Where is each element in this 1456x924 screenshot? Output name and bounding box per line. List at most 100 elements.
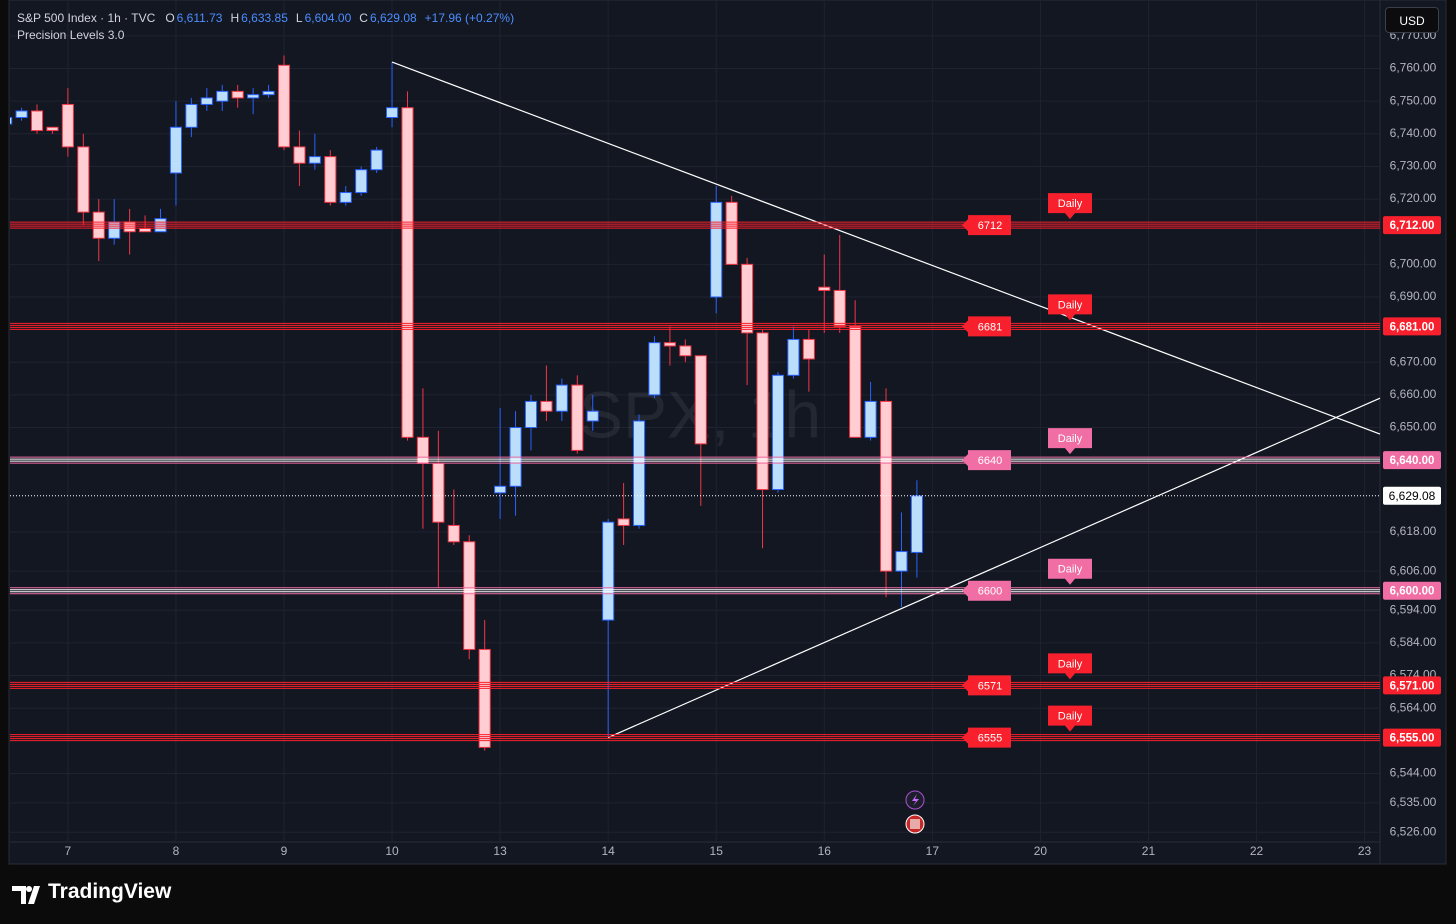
y-tick-label: 6,526.00 xyxy=(1390,824,1437,838)
x-tick-label: 10 xyxy=(385,844,399,858)
candle-up xyxy=(10,116,13,125)
candle-up xyxy=(787,338,800,376)
overlay: 6712 Daily 6681 Daily 6640 Daily 6600 Daily 6571… xyxy=(10,61,1381,748)
change: +17.96 (+0.27%) xyxy=(424,11,515,25)
currency-button[interactable]: USD xyxy=(1385,7,1439,33)
candle-down xyxy=(46,126,59,132)
level-badge xyxy=(962,727,1011,748)
level-label: 6555 xyxy=(978,732,1002,744)
axis-price-box xyxy=(1383,451,1441,470)
axis-price-label: 6,555.00 xyxy=(1390,733,1435,745)
candle-down xyxy=(463,541,476,650)
y-tick-label: 6,740.00 xyxy=(1390,126,1437,140)
candle-up xyxy=(262,90,275,96)
candle-up xyxy=(710,201,723,298)
candle-down xyxy=(432,462,445,523)
x-tick-label: 20 xyxy=(1034,844,1048,858)
level-label: 6681 xyxy=(978,321,1002,333)
candle-up xyxy=(185,103,198,128)
candle-down xyxy=(849,325,862,438)
candle-up xyxy=(154,218,167,233)
axis-price-label: 6,571.00 xyxy=(1390,680,1435,692)
candle-down xyxy=(679,345,692,357)
last-price-box xyxy=(1383,486,1441,505)
candle-up xyxy=(555,384,568,412)
candle-down xyxy=(802,338,815,360)
logo-mark xyxy=(12,886,40,904)
candle-down xyxy=(756,332,769,491)
y-tick-label: 6,594.00 xyxy=(1390,602,1437,616)
candle-up xyxy=(910,495,923,553)
indicator: Precision Levels 3.0 xyxy=(17,28,125,42)
level-label: 6600 xyxy=(978,586,1002,598)
level-tag xyxy=(1048,428,1092,455)
level-tag-label: Daily xyxy=(1058,299,1083,311)
level-badge xyxy=(962,316,1011,337)
y-tick-label: 6,584.00 xyxy=(1390,635,1437,649)
candle-down xyxy=(231,90,244,99)
level-badge xyxy=(962,450,1011,471)
candle-up xyxy=(216,90,229,102)
logo-mark xyxy=(26,886,32,892)
legend: S&P 500 Index · 1h · TVC O 6,611.73 H 6,633.… xyxy=(17,10,522,44)
brand: TradingView xyxy=(48,880,172,903)
level-label: 6571 xyxy=(978,680,1002,692)
y-tick-label: 6,750.00 xyxy=(1390,93,1437,107)
y-tick-label: 6,730.00 xyxy=(1390,159,1437,173)
candle-up xyxy=(632,420,646,526)
candle-up xyxy=(355,169,368,194)
level-tag xyxy=(1048,653,1092,680)
candle-down xyxy=(324,156,337,203)
level-tag xyxy=(1048,193,1092,220)
candle-down xyxy=(741,263,754,334)
x-tick-label: 14 xyxy=(601,844,615,858)
candle-down xyxy=(571,384,584,451)
level-tag xyxy=(1048,705,1092,732)
ohlc-key: L xyxy=(295,11,303,25)
logo xyxy=(12,886,40,904)
axis-price-label: 6,600.00 xyxy=(1390,586,1435,598)
x-tick-label: 17 xyxy=(926,844,940,858)
level-tag-label: Daily xyxy=(1058,658,1083,670)
candle-up xyxy=(15,110,28,118)
level-badge xyxy=(962,215,1011,236)
candle-down xyxy=(92,211,105,239)
level-tag-label: Daily xyxy=(1058,433,1083,445)
candle-up xyxy=(586,410,599,422)
candle-down xyxy=(293,146,306,164)
candle-up xyxy=(339,192,352,203)
candle-down xyxy=(478,648,491,748)
axis-price-box xyxy=(1383,216,1441,235)
candle-up xyxy=(648,342,661,396)
x-tick-label: 21 xyxy=(1142,844,1156,858)
y-tick-label: 6,618.00 xyxy=(1390,524,1437,538)
axis-price-box xyxy=(1383,317,1441,336)
candle-down xyxy=(77,146,90,213)
ohlc-key: H xyxy=(230,11,240,25)
y-tick-label: 6,564.00 xyxy=(1390,700,1437,714)
ohlc-value: 6,611.73 xyxy=(176,11,223,25)
indicator-icons xyxy=(905,790,925,834)
symbol-row: S&P 500 Index · 1h · TVC O 6,611.73 H 6,633.… xyxy=(17,10,522,27)
candle-up xyxy=(602,521,615,621)
x-tick-label: 22 xyxy=(1250,844,1264,858)
candle-down xyxy=(139,227,152,233)
candle-up xyxy=(771,374,785,491)
candle-down xyxy=(833,289,846,327)
candle-down xyxy=(694,355,707,445)
y-tick-label: 6,720.00 xyxy=(1390,191,1437,205)
icon xyxy=(912,794,919,806)
icon xyxy=(910,819,920,829)
y-tick-label: 6,700.00 xyxy=(1390,257,1437,271)
y-tick-label: 6,690.00 xyxy=(1390,289,1437,303)
level-label: 6712 xyxy=(978,220,1002,232)
candle-up xyxy=(308,156,321,164)
ohlc-value: 6,629.08 xyxy=(369,11,417,25)
symbol: S&P 500 Index · 1h · TVC xyxy=(17,11,156,25)
candle-up xyxy=(494,485,507,494)
candle-down xyxy=(617,518,630,526)
y-tick-label: 6,535.00 xyxy=(1390,795,1437,809)
candle-up xyxy=(200,97,213,105)
